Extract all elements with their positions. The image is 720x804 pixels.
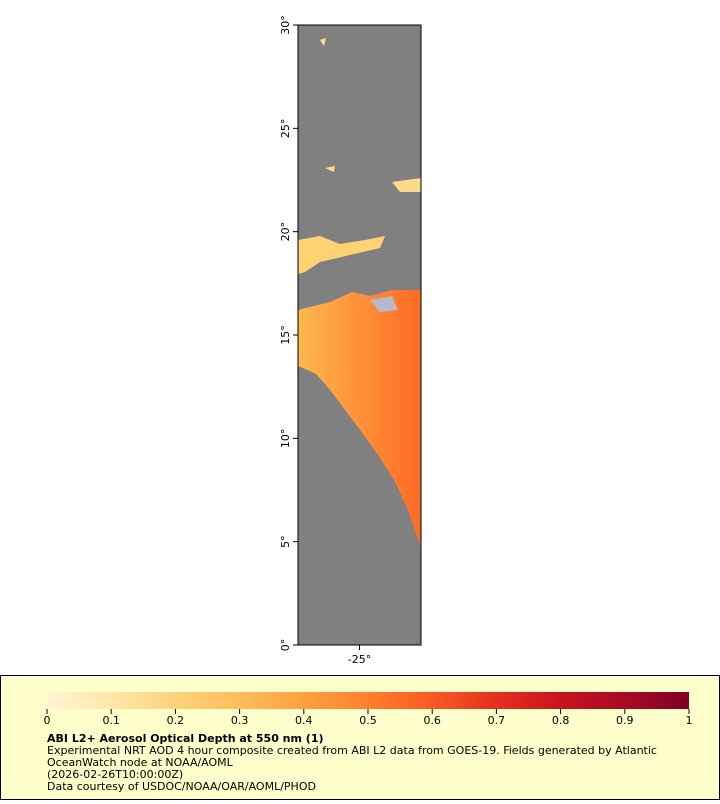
y-tick-label: 25°	[279, 119, 292, 139]
y-tick-label: 5°	[279, 535, 292, 548]
colorbar-tick-label: 0	[44, 714, 51, 727]
y-tick-label: 0°	[279, 639, 292, 652]
cloud-patch	[370, 296, 398, 312]
y-tick-label: 10°	[279, 429, 292, 449]
colorbar	[47, 692, 689, 709]
y-tick-label: 30°	[279, 15, 292, 35]
colorbar-tick-label: 0.2	[167, 714, 185, 727]
colorbar-tick-label: 0.8	[552, 714, 570, 727]
colorbar-tick-label: 0.7	[488, 714, 506, 727]
legend-caption: Data courtesy of USDOC/NOAA/OAR/AOML/PHO…	[47, 780, 316, 793]
legend-caption: (2026-02-26T10:00:00Z)	[47, 768, 183, 781]
land-mask	[298, 366, 421, 645]
colorbar-tick-label: 0.4	[295, 714, 313, 727]
colorbar-tick-label: 0.6	[423, 714, 441, 727]
colorbar-tick-label: 1	[686, 714, 693, 727]
colorbar-tick-label: 0.3	[231, 714, 249, 727]
colorbar-tick-label: 0.1	[102, 714, 120, 727]
x-tick-label: -25°	[348, 653, 371, 666]
y-tick-label: 20°	[279, 222, 292, 242]
legend-title: ABI L2+ Aerosol Optical Depth at 550 nm …	[47, 732, 324, 745]
aerosol-speck	[320, 38, 326, 46]
aerosol-region	[298, 290, 421, 548]
legend-caption: Experimental NRT AOD 4 hour composite cr…	[47, 744, 657, 757]
y-tick-label: 15°	[279, 325, 292, 345]
colorbar-tick-label: 0.5	[359, 714, 377, 727]
aerosol-streak	[298, 236, 385, 274]
colorbar-tick-label: 0.9	[616, 714, 634, 727]
aerosol-speck	[325, 166, 335, 172]
legend-caption: OceanWatch node at NOAA/AOML	[47, 756, 234, 769]
aerosol-streak	[392, 178, 421, 192]
